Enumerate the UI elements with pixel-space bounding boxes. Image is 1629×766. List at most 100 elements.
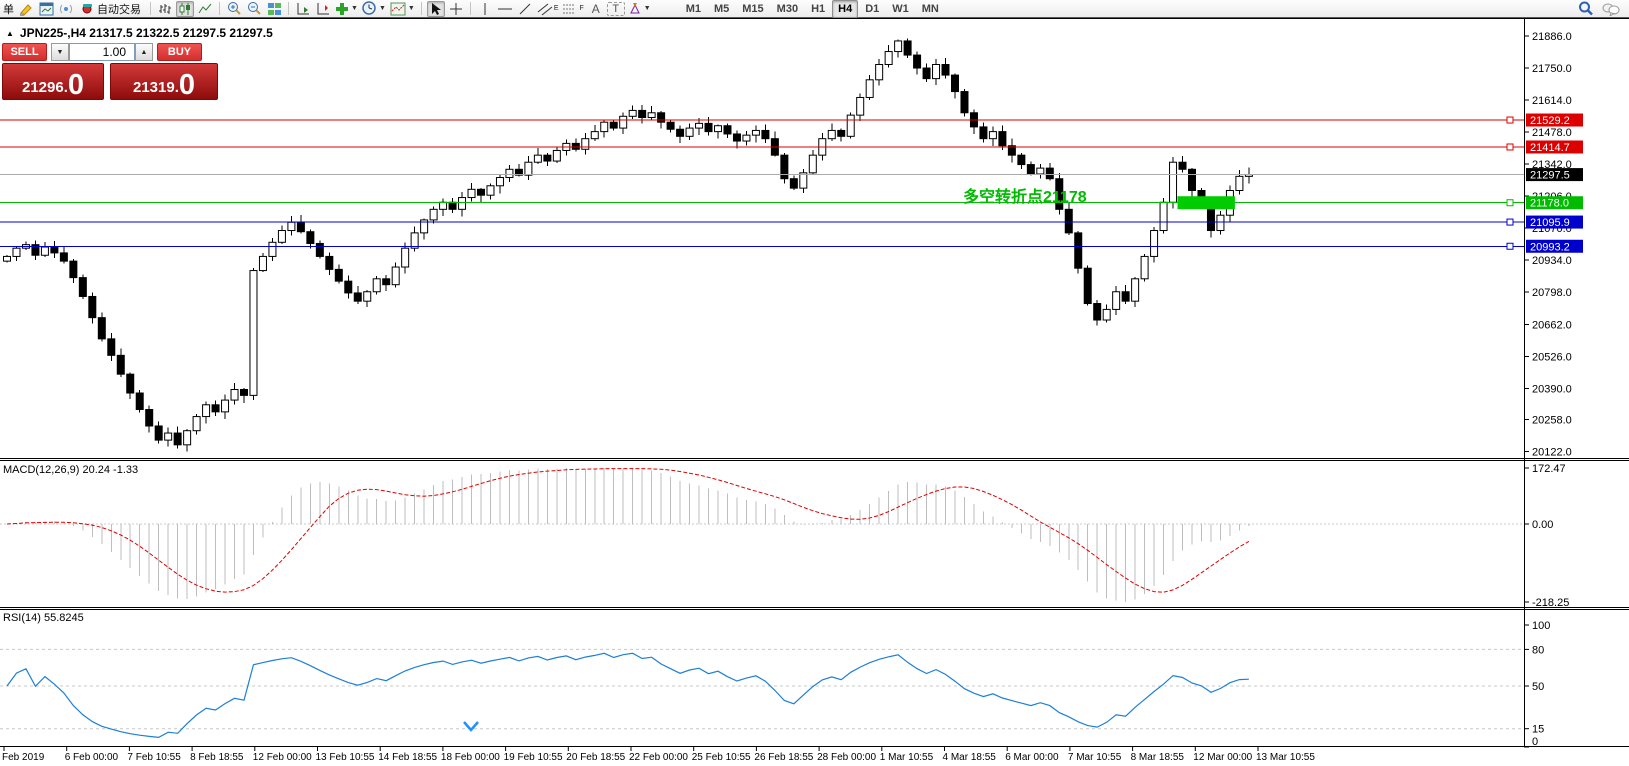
- highlighter-icon[interactable]: [17, 1, 35, 17]
- arrows-tool[interactable]: ▼: [627, 1, 652, 17]
- candle: [107, 338, 116, 356]
- candle: [277, 230, 286, 243]
- date-tick: 14 Feb 18:55: [378, 752, 437, 763]
- hline-handle[interactable]: [1506, 242, 1514, 250]
- buy-price[interactable]: 21319. 0: [110, 63, 218, 100]
- sell-button[interactable]: SELL: [2, 43, 47, 61]
- timeframe-M30[interactable]: M30: [776, 2, 799, 15]
- axis-label-text: 20993.2: [1530, 241, 1570, 253]
- date-tick: 12 Feb 00:00: [253, 752, 312, 763]
- candle: [524, 161, 533, 176]
- label-tool[interactable]: T: [606, 1, 625, 16]
- tile-windows-icon[interactable]: [265, 1, 283, 17]
- auto-scroll-icon[interactable]: [294, 1, 312, 17]
- cursor-tool[interactable]: [426, 0, 445, 17]
- volume-input[interactable]: 1.00: [69, 43, 135, 61]
- candle: [334, 268, 343, 282]
- text-tool[interactable]: A: [587, 1, 605, 17]
- axis-label-text: 21414.7: [1530, 142, 1570, 154]
- zoom-out-icon[interactable]: [245, 1, 263, 17]
- timeframe-M15[interactable]: M15: [742, 2, 764, 15]
- candle: [363, 291, 372, 302]
- date-tick: 18 Feb 00:00: [441, 752, 500, 763]
- date-tick: 13 Mar 10:55: [1256, 752, 1315, 763]
- candle: [808, 154, 817, 174]
- search-icon[interactable]: [1577, 1, 1595, 17]
- vertical-line-tool[interactable]: [476, 1, 494, 17]
- rsi-tick: 0: [1532, 736, 1538, 748]
- macd-tick: 0.00: [1532, 519, 1553, 531]
- candle: [315, 242, 324, 257]
- macd-tick: -218.25: [1532, 597, 1569, 609]
- bar-chart-icon[interactable]: [156, 1, 174, 17]
- candle: [1131, 278, 1140, 302]
- signal-icon[interactable]: [57, 1, 75, 17]
- periods-button[interactable]: ▼: [361, 1, 387, 17]
- volume-increase-button[interactable]: ▲: [135, 43, 153, 61]
- templates-button[interactable]: ▼: [389, 1, 416, 17]
- pivot-highlight-box[interactable]: [1177, 196, 1235, 210]
- sell-price-dot: .: [63, 79, 68, 96]
- candle: [296, 221, 305, 233]
- candle: [268, 241, 277, 257]
- candle: [31, 244, 40, 256]
- chart-shift-icon[interactable]: [314, 1, 332, 17]
- candle: [1093, 303, 1102, 321]
- hline-handle[interactable]: [1506, 218, 1514, 226]
- timeframe-W1[interactable]: W1: [892, 2, 909, 15]
- candle: [875, 63, 884, 81]
- candle: [391, 266, 400, 286]
- timeframe-M5[interactable]: M5: [713, 2, 730, 15]
- candlestick-chart-icon[interactable]: [176, 0, 194, 17]
- candle: [97, 317, 106, 340]
- zoom-in-icon[interactable]: [225, 1, 243, 17]
- axis-label-box: [1526, 239, 1583, 253]
- sell-price[interactable]: 21296. 0: [2, 63, 104, 100]
- hline-handle[interactable]: [1506, 199, 1514, 207]
- timeframe-M1[interactable]: M1: [685, 2, 701, 15]
- horizontal-line-tool[interactable]: [496, 1, 514, 17]
- crosshair-tool[interactable]: [447, 1, 465, 17]
- macd-tick: 172.47: [1532, 463, 1566, 475]
- buy-button[interactable]: BUY: [157, 43, 202, 61]
- candle: [742, 134, 751, 142]
- timeframe-H1[interactable]: H1: [811, 2, 826, 15]
- buy-price-main: 21319: [132, 79, 175, 96]
- chat-icon[interactable]: [1601, 1, 1621, 17]
- hline-handle[interactable]: [1506, 116, 1514, 124]
- chevron-down-icon: ▼: [378, 5, 386, 12]
- candle: [932, 63, 941, 80]
- channel-tool[interactable]: E: [536, 1, 560, 17]
- toolbar-separator: [288, 2, 289, 15]
- new-order-button[interactable]: 单: [2, 1, 15, 17]
- volume-decrease-button[interactable]: ▼: [51, 43, 69, 61]
- candle: [211, 404, 220, 413]
- indicators-button[interactable]: ▼: [334, 1, 359, 17]
- timeframe-MN[interactable]: MN: [921, 2, 939, 15]
- candle: [116, 354, 125, 375]
- candle: [69, 260, 78, 279]
- trendline-tool[interactable]: [516, 1, 534, 17]
- toolbar-right: [1577, 1, 1627, 17]
- hline-handle[interactable]: [1506, 143, 1514, 151]
- axis-label-box: [1526, 196, 1583, 210]
- timeframe-H4[interactable]: H4: [832, 0, 859, 18]
- chart-title: JPN225-,H4 21317.5 21322.5 21297.5 21297…: [19, 26, 273, 40]
- timeframe-D1[interactable]: D1: [865, 2, 880, 15]
- pivot-annotation[interactable]: 多空转折点21178: [963, 189, 1087, 206]
- chart-window-icon[interactable]: [37, 1, 55, 17]
- candle: [609, 121, 618, 129]
- autotrading-button[interactable]: 自动交易: [77, 1, 145, 17]
- candle: [913, 54, 922, 69]
- line-chart-icon[interactable]: [196, 1, 214, 17]
- candle: [951, 74, 959, 93]
- date-tick: 4 Mar 18:55: [943, 752, 997, 763]
- candle: [894, 40, 903, 53]
- candles-layer: [3, 38, 1253, 452]
- candle: [59, 252, 68, 262]
- candle: [505, 168, 514, 179]
- fibonacci-tool[interactable]: F: [561, 1, 584, 17]
- candle: [647, 112, 656, 118]
- panel-collapse-icon[interactable]: ▲: [6, 28, 14, 38]
